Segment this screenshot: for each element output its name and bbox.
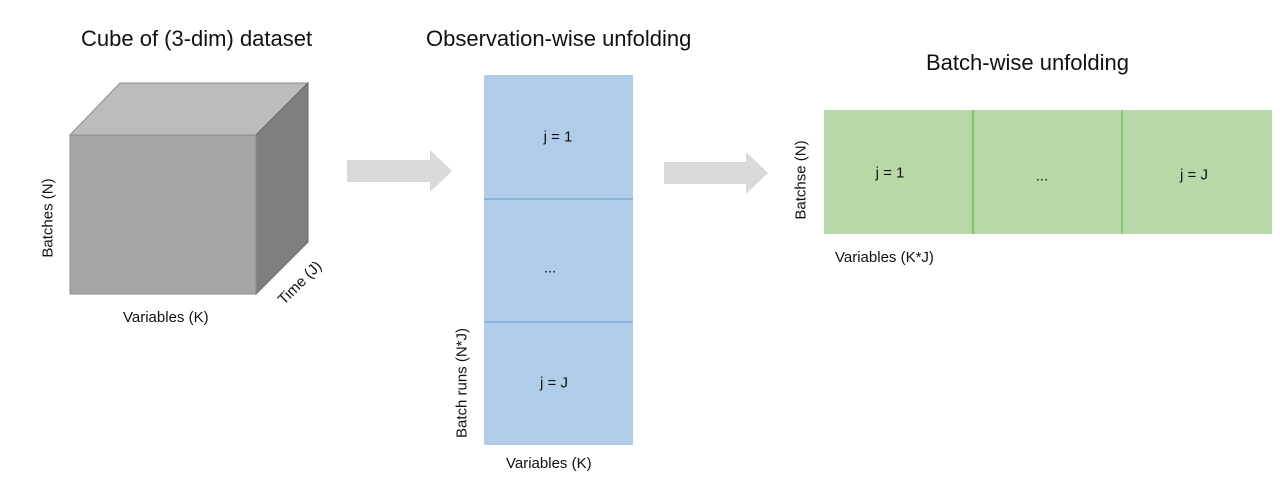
observation-cell-3-label: j = J: [540, 374, 568, 392]
arrow-right-2: [664, 152, 768, 194]
cube-front-face: [69, 134, 257, 295]
observation-x-axis-label: Variables (K): [506, 455, 592, 472]
batch-row: [824, 110, 1272, 234]
observation-column: [484, 75, 633, 445]
batch-cell-3-label: j = J: [1180, 166, 1208, 184]
batch-x-axis-label: Variables (K*J): [835, 249, 934, 266]
batch-title: Batch-wise unfolding: [926, 50, 1130, 75]
cube-y-axis-label: Batches (N): [39, 178, 57, 258]
observation-y-axis-label: Batch runs (N*J): [453, 327, 471, 439]
observation-cell-2-label: ...: [543, 259, 557, 277]
batch-y-axis-label: Batchse (N): [792, 140, 810, 220]
cube-title: Cube of (3-dim) dataset: [81, 26, 313, 51]
observation-title: Observation-wise unfolding: [426, 26, 692, 51]
cube-x-axis-label: Variables (K): [123, 309, 209, 326]
batch-cell-1-label: j = 1: [875, 164, 905, 182]
batch-cell-2-label: ...: [1035, 167, 1049, 185]
arrow-right-1: [347, 150, 452, 192]
observation-cell-1-label: j = 1: [543, 128, 573, 146]
